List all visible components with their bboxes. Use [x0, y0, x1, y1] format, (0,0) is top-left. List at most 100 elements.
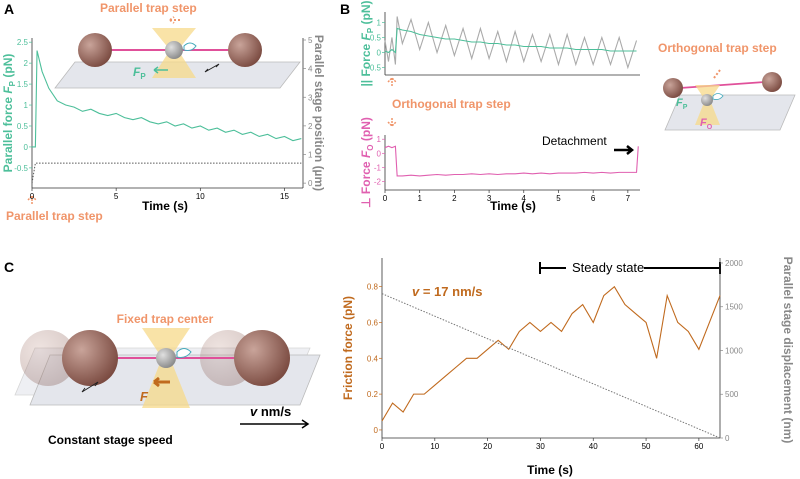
- y-tick-label: 1: [377, 19, 382, 28]
- caption: Constant stage speed: [48, 433, 173, 447]
- x-tick-label: 10: [430, 442, 439, 451]
- y-tick-label: 1: [377, 135, 382, 144]
- x-tick-label: 60: [694, 442, 703, 451]
- x-tick-label: 0: [380, 442, 385, 451]
- y-axis-label-part: ⊥ Force: [359, 158, 373, 208]
- y-tick-label: -0.5: [14, 164, 28, 173]
- y-axis-label-part: Parallel force: [1, 94, 15, 173]
- y-axis-label: Friction force (pN): [341, 296, 355, 400]
- x-tick-label: 2: [452, 194, 457, 203]
- x-axis-label: Time (s): [527, 463, 573, 477]
- y-axis-label-part: P: [8, 80, 17, 86]
- diagram-title: Fixed trap center: [117, 312, 214, 326]
- y2-tick-label: 5: [308, 36, 313, 45]
- y-tick-label: 0: [377, 49, 382, 58]
- y-axis-label-part: (pN): [359, 0, 373, 27]
- y2-tick-label: 1500: [725, 303, 743, 312]
- y-tick-label: -1: [374, 163, 382, 172]
- panel-letter: A: [4, 1, 14, 17]
- y2-tick-label: 0: [308, 179, 313, 188]
- x-tick-label: 30: [536, 442, 545, 451]
- y-tick-label: 0.2: [367, 390, 379, 399]
- panel-letter: C: [4, 259, 14, 275]
- y-axis-label-part: F: [1, 86, 15, 94]
- x-axis-label: Time (s): [490, 199, 536, 213]
- y-tick-label: 0: [24, 143, 29, 152]
- series-line: [31, 162, 302, 184]
- y2-tick-label: 1: [308, 151, 313, 160]
- annotation: Orthogonal trap step: [658, 41, 777, 55]
- series-line: [32, 50, 302, 148]
- y-tick-label: 0.5: [17, 122, 29, 131]
- y-axis-label: ⊥ Force FO (pN): [359, 117, 375, 208]
- y-axis-label-part: F: [359, 150, 373, 158]
- annotation: Parallel trap step: [100, 1, 197, 15]
- y-axis-label-part: Friction force (pN): [341, 296, 355, 400]
- x-tick-label: 5: [114, 192, 119, 201]
- y2-tick-label: 2000: [725, 259, 743, 268]
- y-tick-label: 2.5: [17, 38, 29, 47]
- force-symbol: F: [700, 117, 707, 129]
- force-label: FP: [676, 97, 688, 111]
- force-symbol: F: [676, 97, 683, 109]
- y-tick-label: 2: [24, 59, 29, 68]
- y-tick-label: 0: [374, 426, 379, 435]
- y-tick-label: 0.4: [367, 354, 379, 363]
- annotation: Steady state: [572, 260, 644, 275]
- force-label: F: [140, 389, 149, 404]
- y-tick-label: 0: [377, 149, 382, 158]
- force-symbol: F: [133, 65, 141, 79]
- y2-tick-label: 3: [308, 93, 313, 102]
- speed-label: v nm/s: [250, 404, 291, 419]
- series-line: [381, 293, 721, 439]
- series-line: [384, 27, 637, 54]
- diagram-c: Fixed trap center F v nm/s Constant stag…: [14, 312, 321, 447]
- y-axis-label-part: F: [359, 32, 373, 40]
- y-tick-label: 0.8: [367, 283, 379, 292]
- x-tick-label: 50: [642, 442, 651, 451]
- x-tick-label: 5: [556, 194, 561, 203]
- speed-unit: nm/s: [257, 404, 291, 419]
- y2-tick-label: 0: [725, 434, 730, 443]
- y2-tick-label: 2: [308, 122, 313, 131]
- y2-tick-label: 1000: [725, 346, 743, 355]
- y2-axis-label: Parallel stage position (µm): [312, 35, 326, 191]
- annotation-part: v: [412, 284, 420, 299]
- panel-letter: B: [340, 1, 350, 17]
- annotation: Detachment: [542, 134, 607, 148]
- y-axis-label: Parallel force FP (pN): [1, 54, 17, 173]
- x-axis-label: Time (s): [142, 199, 188, 213]
- x-tick-label: 10: [196, 192, 205, 201]
- force-subscript: P: [140, 72, 146, 81]
- force-label: FP: [133, 65, 146, 81]
- y-axis-label: || Force FP (pN): [359, 0, 375, 86]
- series-line: [381, 285, 721, 422]
- force-subscript: O: [707, 124, 713, 131]
- y-axis-label-part: O: [366, 144, 375, 150]
- series-line: [384, 16, 638, 70]
- annotation: Orthogonal trap step: [392, 97, 511, 111]
- y-axis-label-part: (pN): [359, 117, 373, 144]
- y-axis-label-part: || Force: [359, 40, 373, 86]
- y-tick-label: 1: [24, 101, 29, 110]
- annotation: v = 17 nm/s: [412, 284, 482, 299]
- force-label: FO: [700, 117, 713, 131]
- speed-symbol: v: [250, 404, 258, 419]
- y2-tick-label: 4: [308, 65, 313, 74]
- diagram-a: FP: [54, 16, 301, 89]
- diagram-b: FP FO: [663, 69, 796, 131]
- annotation-part: = 17 nm/s: [419, 284, 482, 299]
- y-tick-label: 0.5: [370, 34, 382, 43]
- y-tick-label: 0.6: [367, 318, 379, 327]
- x-tick-label: 15: [280, 192, 289, 201]
- x-tick-label: 20: [483, 442, 492, 451]
- x-tick-label: 3: [487, 194, 492, 203]
- x-tick-label: 4: [522, 194, 527, 203]
- y2-axis-label: Parallel stage displacement (nm): [781, 257, 795, 444]
- y-axis-label-part: (pN): [1, 54, 15, 81]
- y2-tick-label: 500: [725, 390, 739, 399]
- x-tick-label: 0: [30, 192, 35, 201]
- force-subscript: P: [683, 104, 688, 111]
- annotation: Parallel trap step: [6, 209, 103, 223]
